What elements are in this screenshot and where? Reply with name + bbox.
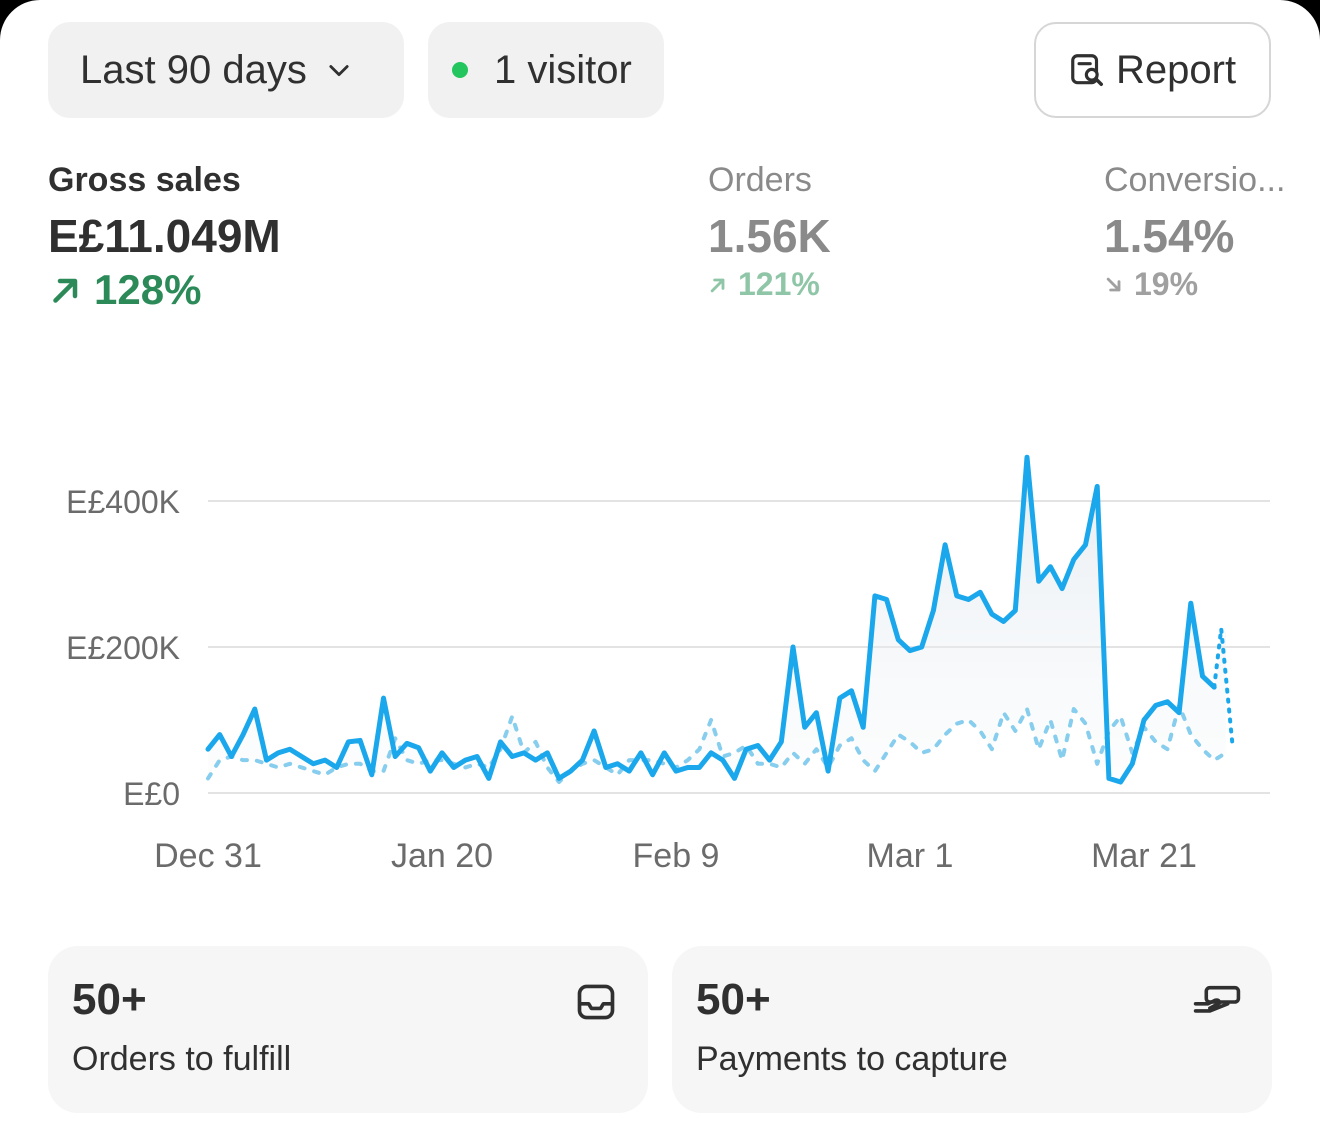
x-tick-label: Mar 1	[867, 837, 954, 875]
x-tick-label: Jan 20	[391, 837, 493, 875]
y-tick-label: E£400K	[66, 484, 180, 520]
report-label: Report	[1116, 47, 1237, 92]
metric-value: 1.54%	[1104, 210, 1235, 262]
date-range-selector[interactable]: Last 90 days	[48, 22, 404, 118]
visitor-count-label: 1 visitor	[494, 47, 632, 92]
metric-gross-sales[interactable]: Gross sales E£11.049M 128%	[48, 160, 281, 314]
series-gap-area	[208, 457, 1226, 783]
x-tick-label: Dec 31	[154, 837, 262, 875]
arrow-up-right-icon	[710, 278, 725, 292]
series-line-current	[205, 454, 1217, 785]
orders-to-fulfill-tile[interactable]: 50+ Orders to fulfill	[48, 946, 648, 1113]
metric-delta-value: 128%	[94, 266, 202, 313]
series-line-previous	[206, 703, 1228, 785]
hand-cash-icon	[1193, 985, 1241, 1013]
metric-conversion[interactable]: Conversio... 1.54% 19%	[1104, 160, 1320, 303]
inbox-icon	[577, 984, 615, 1020]
metric-value: E£11.049M	[48, 210, 281, 262]
arrow-up-right-icon	[53, 278, 78, 303]
live-status-dot	[452, 62, 468, 78]
tile-label: Orders to fulfill	[72, 1040, 292, 1078]
tile-label: Payments to capture	[696, 1040, 1008, 1078]
live-visitors-button[interactable]: 1 visitor	[428, 22, 664, 118]
x-tick-label: Feb 9	[633, 837, 720, 875]
payments-to-capture-tile[interactable]: 50+ Payments to capture	[672, 946, 1272, 1113]
y-tick-label: E£0	[123, 776, 180, 812]
metric-delta: 19%	[1104, 266, 1320, 303]
chevron-down-icon	[329, 65, 349, 77]
x-tick-label: Mar 21	[1091, 837, 1197, 875]
metric-delta-value: 19%	[1134, 266, 1199, 302]
series-line-current-partial	[1212, 628, 1235, 752]
date-range-label: Last 90 days	[80, 47, 307, 92]
report-button[interactable]: Report	[1034, 22, 1271, 118]
metric-label: Orders	[708, 161, 812, 199]
metric-orders[interactable]: Orders 1.56K 121%	[708, 160, 831, 303]
report-search-icon	[1071, 54, 1103, 86]
metric-label: Conversio...	[1104, 161, 1286, 199]
metric-value: 1.56K	[708, 210, 831, 262]
y-tick-label: E£200K	[66, 630, 180, 666]
tile-count: 50+	[696, 975, 771, 1024]
gross-sales-chart[interactable]: E£0 E£200K E£400K Dec 31 Jan 20 Feb 9 Mar 1 Mar…	[0, 420, 1320, 890]
arrow-down-right-icon	[1106, 277, 1121, 291]
metric-label: Gross sales	[48, 161, 241, 199]
metric-delta-value: 121%	[738, 266, 820, 302]
tile-count: 50+	[72, 975, 147, 1024]
metric-delta: 121%	[708, 266, 831, 303]
metric-delta: 128%	[48, 266, 281, 314]
